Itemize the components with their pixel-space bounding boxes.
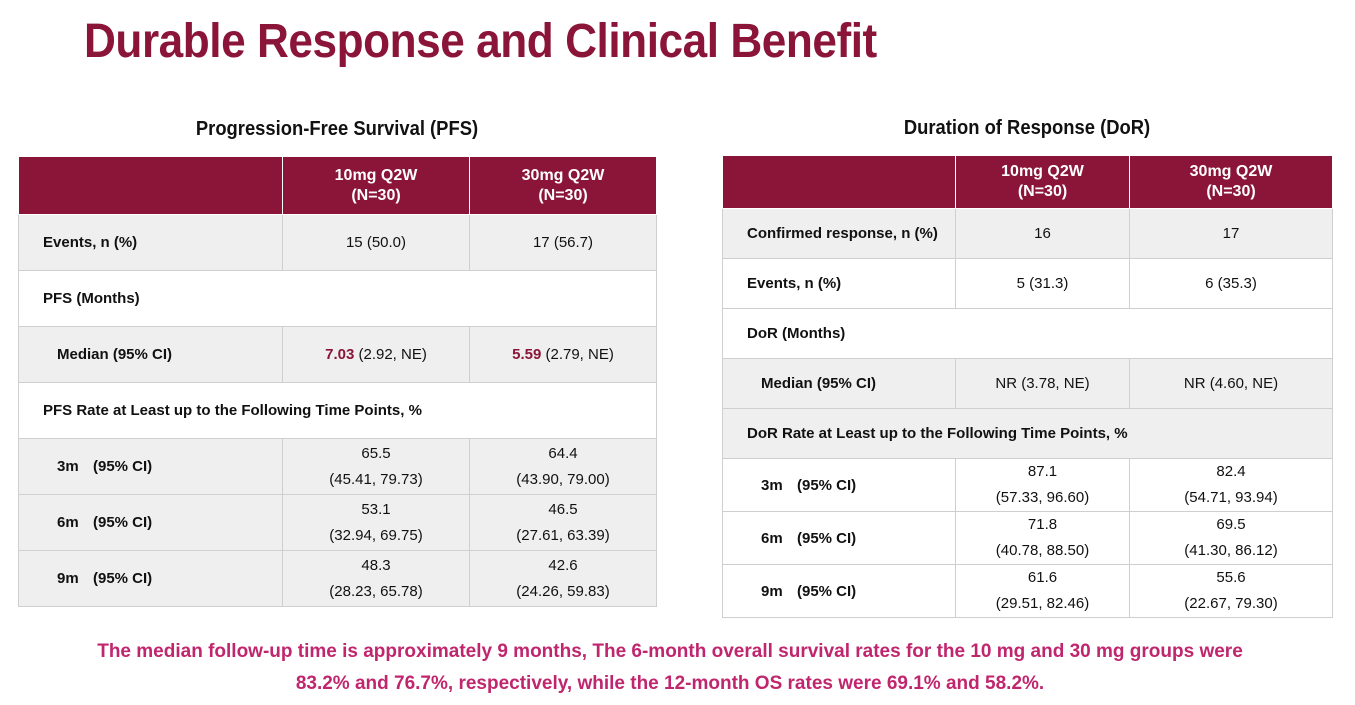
table-row: Median (95% CI) 7.03 (2.92, NE) 5.59 (2.… xyxy=(18,326,657,383)
dor-rate-6m-30mg: 69.5 (41.30, 86.12) xyxy=(1129,511,1333,565)
table-row: Confirmed response, n (%) 16 17 xyxy=(722,208,1333,259)
pfs-events-10mg: 15 (50.0) xyxy=(282,214,470,271)
pfs-table: 10mg Q2W (N=30) 30mg Q2W (N=30) Events, … xyxy=(18,156,657,607)
table-row: PFS (Months) xyxy=(18,270,657,327)
dor-confirmed-label: Confirmed response, n (%) xyxy=(722,208,956,259)
footer-note: The median follow-up time is approximate… xyxy=(0,636,1340,700)
table-row: PFS Rate at Least up to the Following Ti… xyxy=(18,382,657,439)
dor-rate-9m-10mg: 61.6 (29.51, 82.46) xyxy=(955,564,1130,618)
dor-rate-label: DoR Rate at Least up to the Following Ti… xyxy=(722,408,1333,459)
table-row: DoR Rate at Least up to the Following Ti… xyxy=(722,408,1333,459)
table-row: 9m (95% CI) 48.3 (28.23, 65.78) 42.6 (24.26… xyxy=(18,550,657,607)
dor-rate-3m-10mg: 87.1 (57.33, 96.60) xyxy=(955,458,1130,512)
dor-rate-9m-30mg: 55.6 (22.67, 79.30) xyxy=(1129,564,1333,618)
dor-header-30mg: 30mg Q2W (N=30) xyxy=(1129,155,1333,209)
dor-header-10mg: 10mg Q2W (N=30) xyxy=(955,155,1130,209)
pfs-rate-label: PFS Rate at Least up to the Following Ti… xyxy=(18,382,657,439)
dor-confirmed-30mg: 17 xyxy=(1129,208,1333,259)
dor-table-title: Duration of Response (DoR) xyxy=(903,117,1151,139)
table-row: Events, n (%) 5 (31.3) 6 (35.3) xyxy=(722,258,1333,309)
footer-line-1: The median follow-up time is approximate… xyxy=(97,641,1243,662)
dor-median-label: Median (95% CI) xyxy=(722,358,956,409)
table-row: 9m (95% CI) 61.6 (29.51, 82.46) 55.6 (22.67… xyxy=(722,564,1333,618)
table-row: 6m (95% CI) 53.1 (32.94, 69.75) 46.5 (27.61… xyxy=(18,494,657,551)
dor-events-10mg: 5 (31.3) xyxy=(955,258,1130,309)
pfs-rate-6m-10mg: 53.1 (32.94, 69.75) xyxy=(282,494,470,551)
dor-confirmed-10mg: 16 xyxy=(955,208,1130,259)
pfs-rate-6m-30mg: 46.5 (27.61, 63.39) xyxy=(469,494,657,551)
pfs-rate-9m-10mg: 48.3 (28.23, 65.78) xyxy=(282,550,470,607)
pfs-table-title: Progression-Free Survival (PFS) xyxy=(195,118,479,140)
table-row: 6m (95% CI) 71.8 (40.78, 88.50) 69.5 (41.30… xyxy=(722,511,1333,565)
pfs-median-30mg: 5.59 (2.79, NE) xyxy=(469,326,657,383)
dor-rate-3m-label: 3m (95% CI) xyxy=(722,458,956,512)
pfs-rate-3m-30mg: 64.4 (43.90, 79.00) xyxy=(469,438,657,495)
dor-rate-6m-label: 6m (95% CI) xyxy=(722,511,956,565)
pfs-rate-9m-30mg: 42.6 (24.26, 59.83) xyxy=(469,550,657,607)
dor-events-label: Events, n (%) xyxy=(722,258,956,309)
pfs-rate-9m-label: 9m (95% CI) xyxy=(18,550,283,607)
table-row: 3m (95% CI) 87.1 (57.33, 96.60) 82.4 (54.71… xyxy=(722,458,1333,512)
dor-rate-9m-label: 9m (95% CI) xyxy=(722,564,956,618)
pfs-median-10mg: 7.03 (2.92, NE) xyxy=(282,326,470,383)
dor-median-10mg: NR (3.78, NE) xyxy=(955,358,1130,409)
dor-header-row: 10mg Q2W (N=30) 30mg Q2W (N=30) xyxy=(722,155,1333,209)
pfs-rate-3m-label: 3m (95% CI) xyxy=(18,438,283,495)
dor-median-30mg: NR (4.60, NE) xyxy=(1129,358,1333,409)
pfs-section-label: PFS (Months) xyxy=(18,270,657,327)
dor-rate-3m-30mg: 82.4 (54.71, 93.94) xyxy=(1129,458,1333,512)
pfs-events-30mg: 17 (56.7) xyxy=(469,214,657,271)
table-row: Events, n (%) 15 (50.0) 17 (56.7) xyxy=(18,214,657,271)
footer-line-2: 83.2% and 76.7%, respectively, while the… xyxy=(295,673,1045,694)
table-row: DoR (Months) xyxy=(722,308,1333,359)
dor-header-blank xyxy=(722,155,956,209)
dor-rate-6m-10mg: 71.8 (40.78, 88.50) xyxy=(955,511,1130,565)
table-row: Median (95% CI) NR (3.78, NE) NR (4.60, … xyxy=(722,358,1333,409)
table-row: 3m (95% CI) 65.5 (45.41, 79.73) 64.4 (43.90… xyxy=(18,438,657,495)
dor-events-30mg: 6 (35.3) xyxy=(1129,258,1333,309)
pfs-rate-3m-10mg: 65.5 (45.41, 79.73) xyxy=(282,438,470,495)
pfs-header-10mg: 10mg Q2W (N=30) xyxy=(282,156,470,215)
pfs-header-row: 10mg Q2W (N=30) 30mg Q2W (N=30) xyxy=(18,156,657,215)
pfs-events-label: Events, n (%) xyxy=(18,214,283,271)
pfs-rate-6m-label: 6m (95% CI) xyxy=(18,494,283,551)
pfs-header-blank xyxy=(18,156,283,215)
dor-section-label: DoR (Months) xyxy=(722,308,1333,359)
page-title: Durable Response and Clinical Benefit xyxy=(84,15,877,68)
dor-table: 10mg Q2W (N=30) 30mg Q2W (N=30) Confirme… xyxy=(722,155,1333,618)
pfs-median-label: Median (95% CI) xyxy=(18,326,283,383)
pfs-header-30mg: 30mg Q2W (N=30) xyxy=(469,156,657,215)
